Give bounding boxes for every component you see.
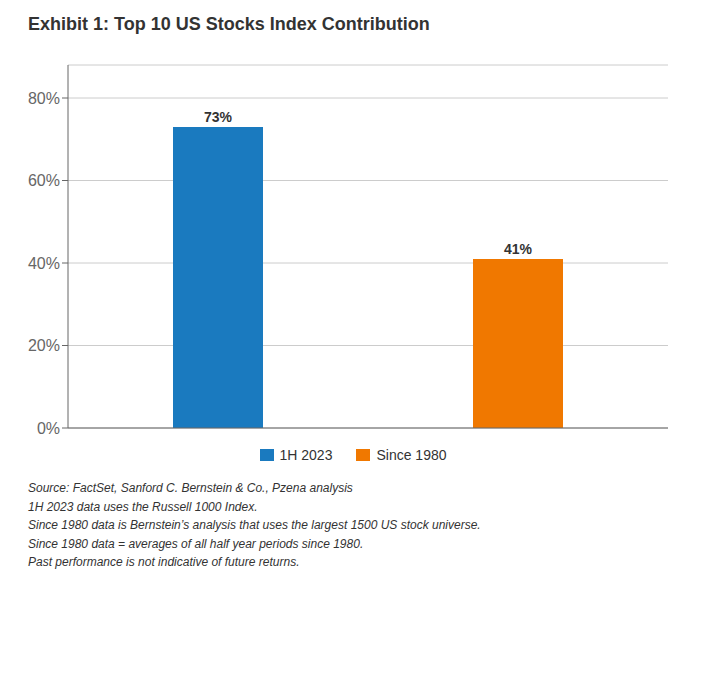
svg-text:40%: 40% (28, 255, 60, 272)
html-text:Since 1980: Since 1980 (376, 447, 447, 463)
svg-text:20%: 20% (28, 337, 60, 354)
svg-text:60%: 60% (28, 172, 60, 189)
html-text:Source: FactSet, Sanford C. Be: Source: FactSet, Sanford C. Bernstein & … (28, 481, 481, 570)
svg-text:0%: 0% (37, 420, 60, 437)
svg-text:80%: 80% (28, 90, 60, 107)
svg-text:41%: 41% (504, 241, 533, 257)
svg-text:73%: 73% (204, 109, 233, 125)
html-text:Exhibit 1: Top 10 US Stocks In: Exhibit 1: Top 10 US Stocks Index Contri… (28, 14, 430, 34)
html-text:1H 2023: 1H 2023 (279, 447, 333, 463)
